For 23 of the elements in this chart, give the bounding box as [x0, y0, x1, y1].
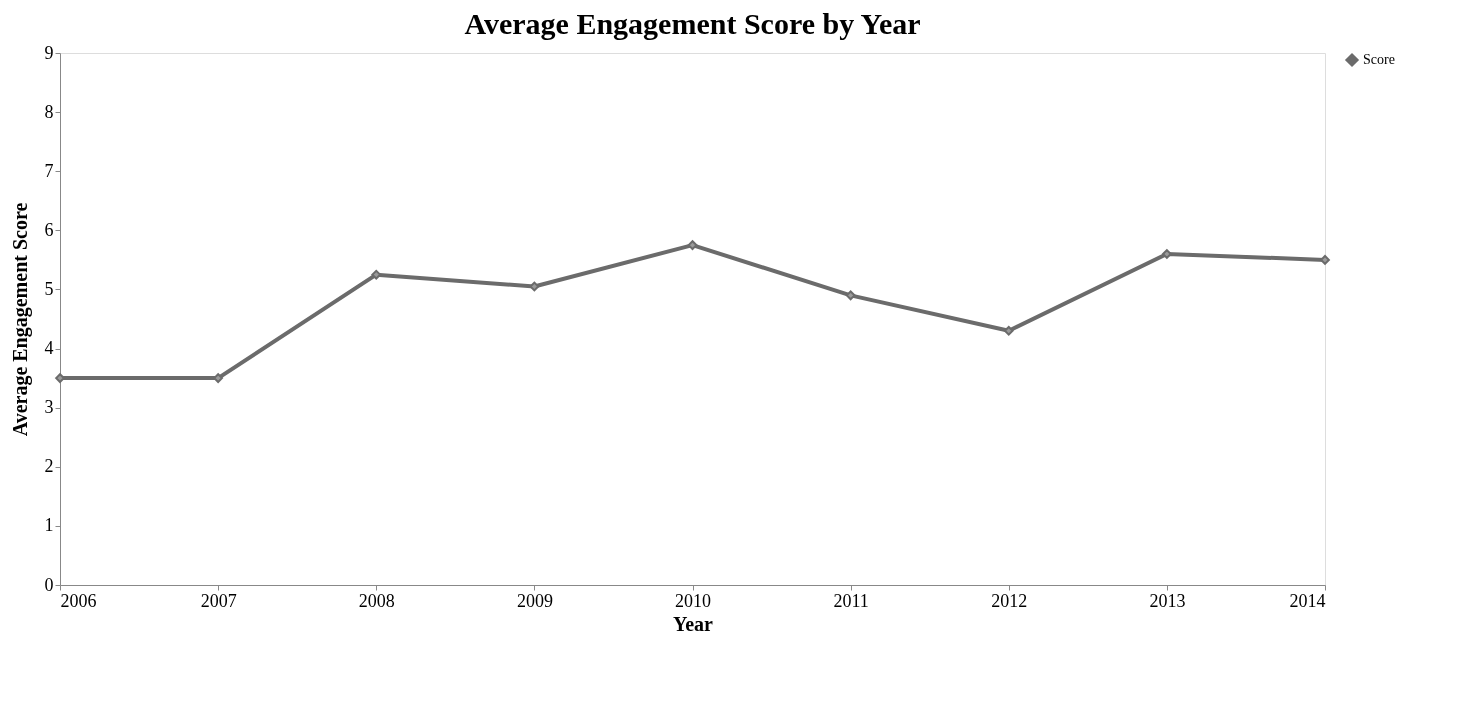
- y-tick-label: 6: [44, 219, 54, 240]
- y-axis-title: Average Engagement Score: [8, 202, 32, 437]
- y-tick-label: 9: [44, 42, 54, 63]
- y-tick-label: 8: [44, 101, 54, 122]
- y-tick-label: 0: [44, 574, 54, 595]
- y-tick-label: 1: [44, 515, 54, 536]
- y-tick-label: 7: [44, 160, 54, 181]
- x-tick-label: 2012: [991, 590, 1028, 611]
- x-tick-label: 2008: [358, 590, 395, 611]
- x-tick-label: 2014: [1289, 590, 1326, 611]
- x-tick-label: 2010: [675, 590, 711, 611]
- legend-label: Score: [1363, 52, 1395, 67]
- x-tick-label: 2009: [516, 590, 553, 611]
- x-axis-title: Year: [673, 612, 714, 635]
- x-tick-label: 2011: [833, 590, 869, 611]
- y-tick-label: 3: [44, 397, 54, 418]
- x-tick-label: 2013: [1149, 590, 1186, 611]
- y-tick-label: 5: [44, 278, 54, 299]
- y-tick-label: 2: [44, 456, 54, 477]
- chart-title: Average Engagement Score by Year: [464, 7, 921, 40]
- x-tick-label: 2007: [200, 590, 237, 611]
- y-tick-label: 4: [44, 338, 54, 359]
- x-tick-label: 2006: [60, 590, 97, 611]
